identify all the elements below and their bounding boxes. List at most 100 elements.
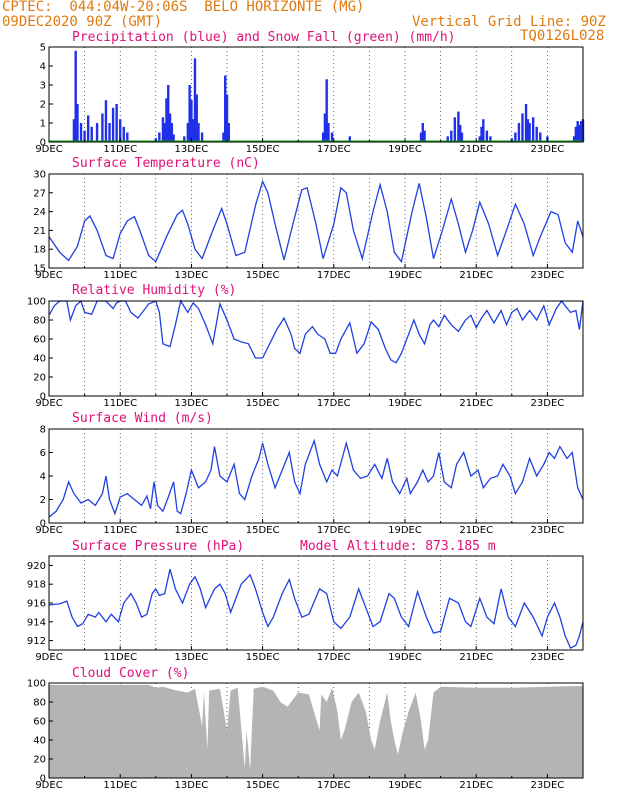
precip-bar: [126, 132, 129, 142]
precip-frame: [48, 46, 584, 143]
wind-xtick-label: 19DEC: [388, 525, 422, 536]
pres-altitude: Model Altitude: 873.185 m: [300, 539, 496, 554]
precip-bar: [161, 117, 165, 142]
precip-bar: [90, 126, 93, 142]
precip-bar: [165, 98, 168, 142]
precip-bar: [460, 132, 464, 142]
pres-xtick-label: 23DEC: [531, 652, 565, 663]
precip-bar: [485, 130, 489, 142]
cloud-ytick-label: 60: [33, 717, 46, 728]
precip-bar: [535, 126, 538, 142]
precip-bar: [168, 113, 172, 142]
rh-line: [48, 299, 584, 364]
precip-bar: [423, 130, 426, 142]
precip-bar: [167, 85, 170, 142]
temp-ytick-label: 21: [33, 226, 46, 237]
precip-ytick-label: 1: [40, 119, 46, 130]
wind-title: Surface Wind (m/s): [72, 411, 213, 426]
cloud-area: [49, 684, 583, 778]
precip-bar: [539, 132, 542, 142]
temp-xtick-label: 9DEC: [35, 270, 62, 281]
wind-xtick-label: 21DEC: [459, 525, 493, 536]
pres-frame: [48, 555, 584, 651]
temp-xtick-label: 13DEC: [175, 270, 209, 281]
precip-bar: [576, 121, 579, 142]
header-run-time: 09DEC2020 90Z (GMT): [2, 14, 163, 30]
temp-ytick-label: 24: [33, 207, 46, 218]
precip-bar: [224, 75, 227, 142]
precip-xtick-label: 15DEC: [246, 144, 280, 155]
precip-bar: [524, 104, 528, 142]
precip-bar: [172, 134, 175, 142]
precip-bar: [578, 124, 581, 142]
temp-panel: 15 18 21 24 27 30 9DEC 11DEC 13DEC 15DEC 17DEC 19DE…: [33, 170, 584, 281]
rh-ytick-label: 80: [33, 316, 46, 327]
wind-xtick-label: 9DEC: [35, 525, 62, 536]
wind-ytick-label: 6: [40, 448, 46, 459]
precip-xtick-label: 21DEC: [459, 144, 493, 155]
rh-xtick-label: 23DEC: [531, 398, 565, 409]
header-grid-note: Vertical Grid Line: 90Z: [412, 14, 606, 30]
precip-bar: [528, 123, 531, 142]
precip-bar: [79, 123, 83, 142]
precip-xtick-label: 23DEC: [531, 144, 565, 155]
precip-bar: [453, 117, 457, 142]
temp-xtick-label: 17DEC: [317, 270, 351, 281]
precip-bar: [321, 132, 325, 142]
precip-bar: [183, 136, 186, 142]
temp-line: [48, 179, 584, 264]
precip-bar: [115, 104, 118, 142]
pres-ytick-label: 912: [27, 636, 46, 647]
precip-bar: [323, 113, 327, 142]
pres-xtick-label: 9DEC: [35, 652, 62, 663]
precip-bar: [580, 121, 583, 142]
precip-bar: [572, 136, 576, 142]
precip-bar: [531, 117, 535, 142]
precip-xtick-label: 11DEC: [103, 144, 137, 155]
rh-xtick-label: 21DEC: [459, 398, 493, 409]
pres-xtick-label: 19DEC: [388, 652, 422, 663]
rh-ytick-label: 60: [33, 335, 46, 346]
rh-frame: [48, 300, 584, 397]
wind-ytick-label: 4: [40, 472, 46, 483]
rh-ytick-label: 20: [33, 373, 46, 384]
cloud-xtick-label: 15DEC: [246, 780, 280, 791]
precip-bar: [458, 124, 462, 142]
cloud-xtick-label: 13DEC: [175, 780, 209, 791]
pres-ytick-label: 914: [27, 617, 46, 628]
precip-bar: [348, 136, 352, 142]
precip-bar: [457, 111, 460, 142]
precip-xtick-label: 9DEC: [35, 144, 62, 155]
cloud-xtick-label: 11DEC: [103, 780, 137, 791]
precip-bar: [83, 130, 86, 142]
wind-xtick-label: 17DEC: [317, 525, 351, 536]
rh-ytick-label: 40: [33, 354, 46, 365]
cloud-xtick-label: 19DEC: [388, 780, 422, 791]
precip-bar: [191, 119, 195, 142]
wind-xtick-label: 13DEC: [175, 525, 209, 536]
pres-ytick-label: 916: [27, 599, 46, 610]
precip-bar: [450, 130, 453, 142]
precip-bar: [446, 136, 449, 142]
wind-xtick-label: 23DEC: [531, 525, 565, 536]
cloud-xtick-label: 9DEC: [35, 780, 62, 791]
rh-xtick-label: 15DEC: [246, 398, 280, 409]
pres-line: [48, 569, 584, 649]
precip-bar: [521, 113, 524, 142]
pres-xtick-label: 17DEC: [317, 652, 351, 663]
rh-xtick-label: 13DEC: [175, 398, 209, 409]
cloud-ytick-label: 0: [40, 774, 46, 785]
precip-ytick-label: 3: [40, 81, 46, 92]
pres-panel: 912 914 916 918 920 9DEC 11DEC 13DEC 15DEC 17DEC 1…: [27, 555, 584, 663]
precip-ytick-label: 4: [40, 62, 46, 73]
precip-bar: [76, 104, 79, 142]
cloud-panel: 0 20 40 60 80 100 9DEC 11DEC 13DEC 15DEC 17DEC 19DE…: [27, 679, 584, 791]
precip-xtick-label: 19DEC: [388, 144, 422, 155]
precip-bar: [86, 115, 90, 142]
precip-bar: [327, 123, 330, 142]
rh-xtick-label: 9DEC: [35, 398, 62, 409]
precip-bar: [517, 123, 521, 142]
precip-bar: [200, 132, 204, 142]
precip-bar: [526, 119, 530, 142]
